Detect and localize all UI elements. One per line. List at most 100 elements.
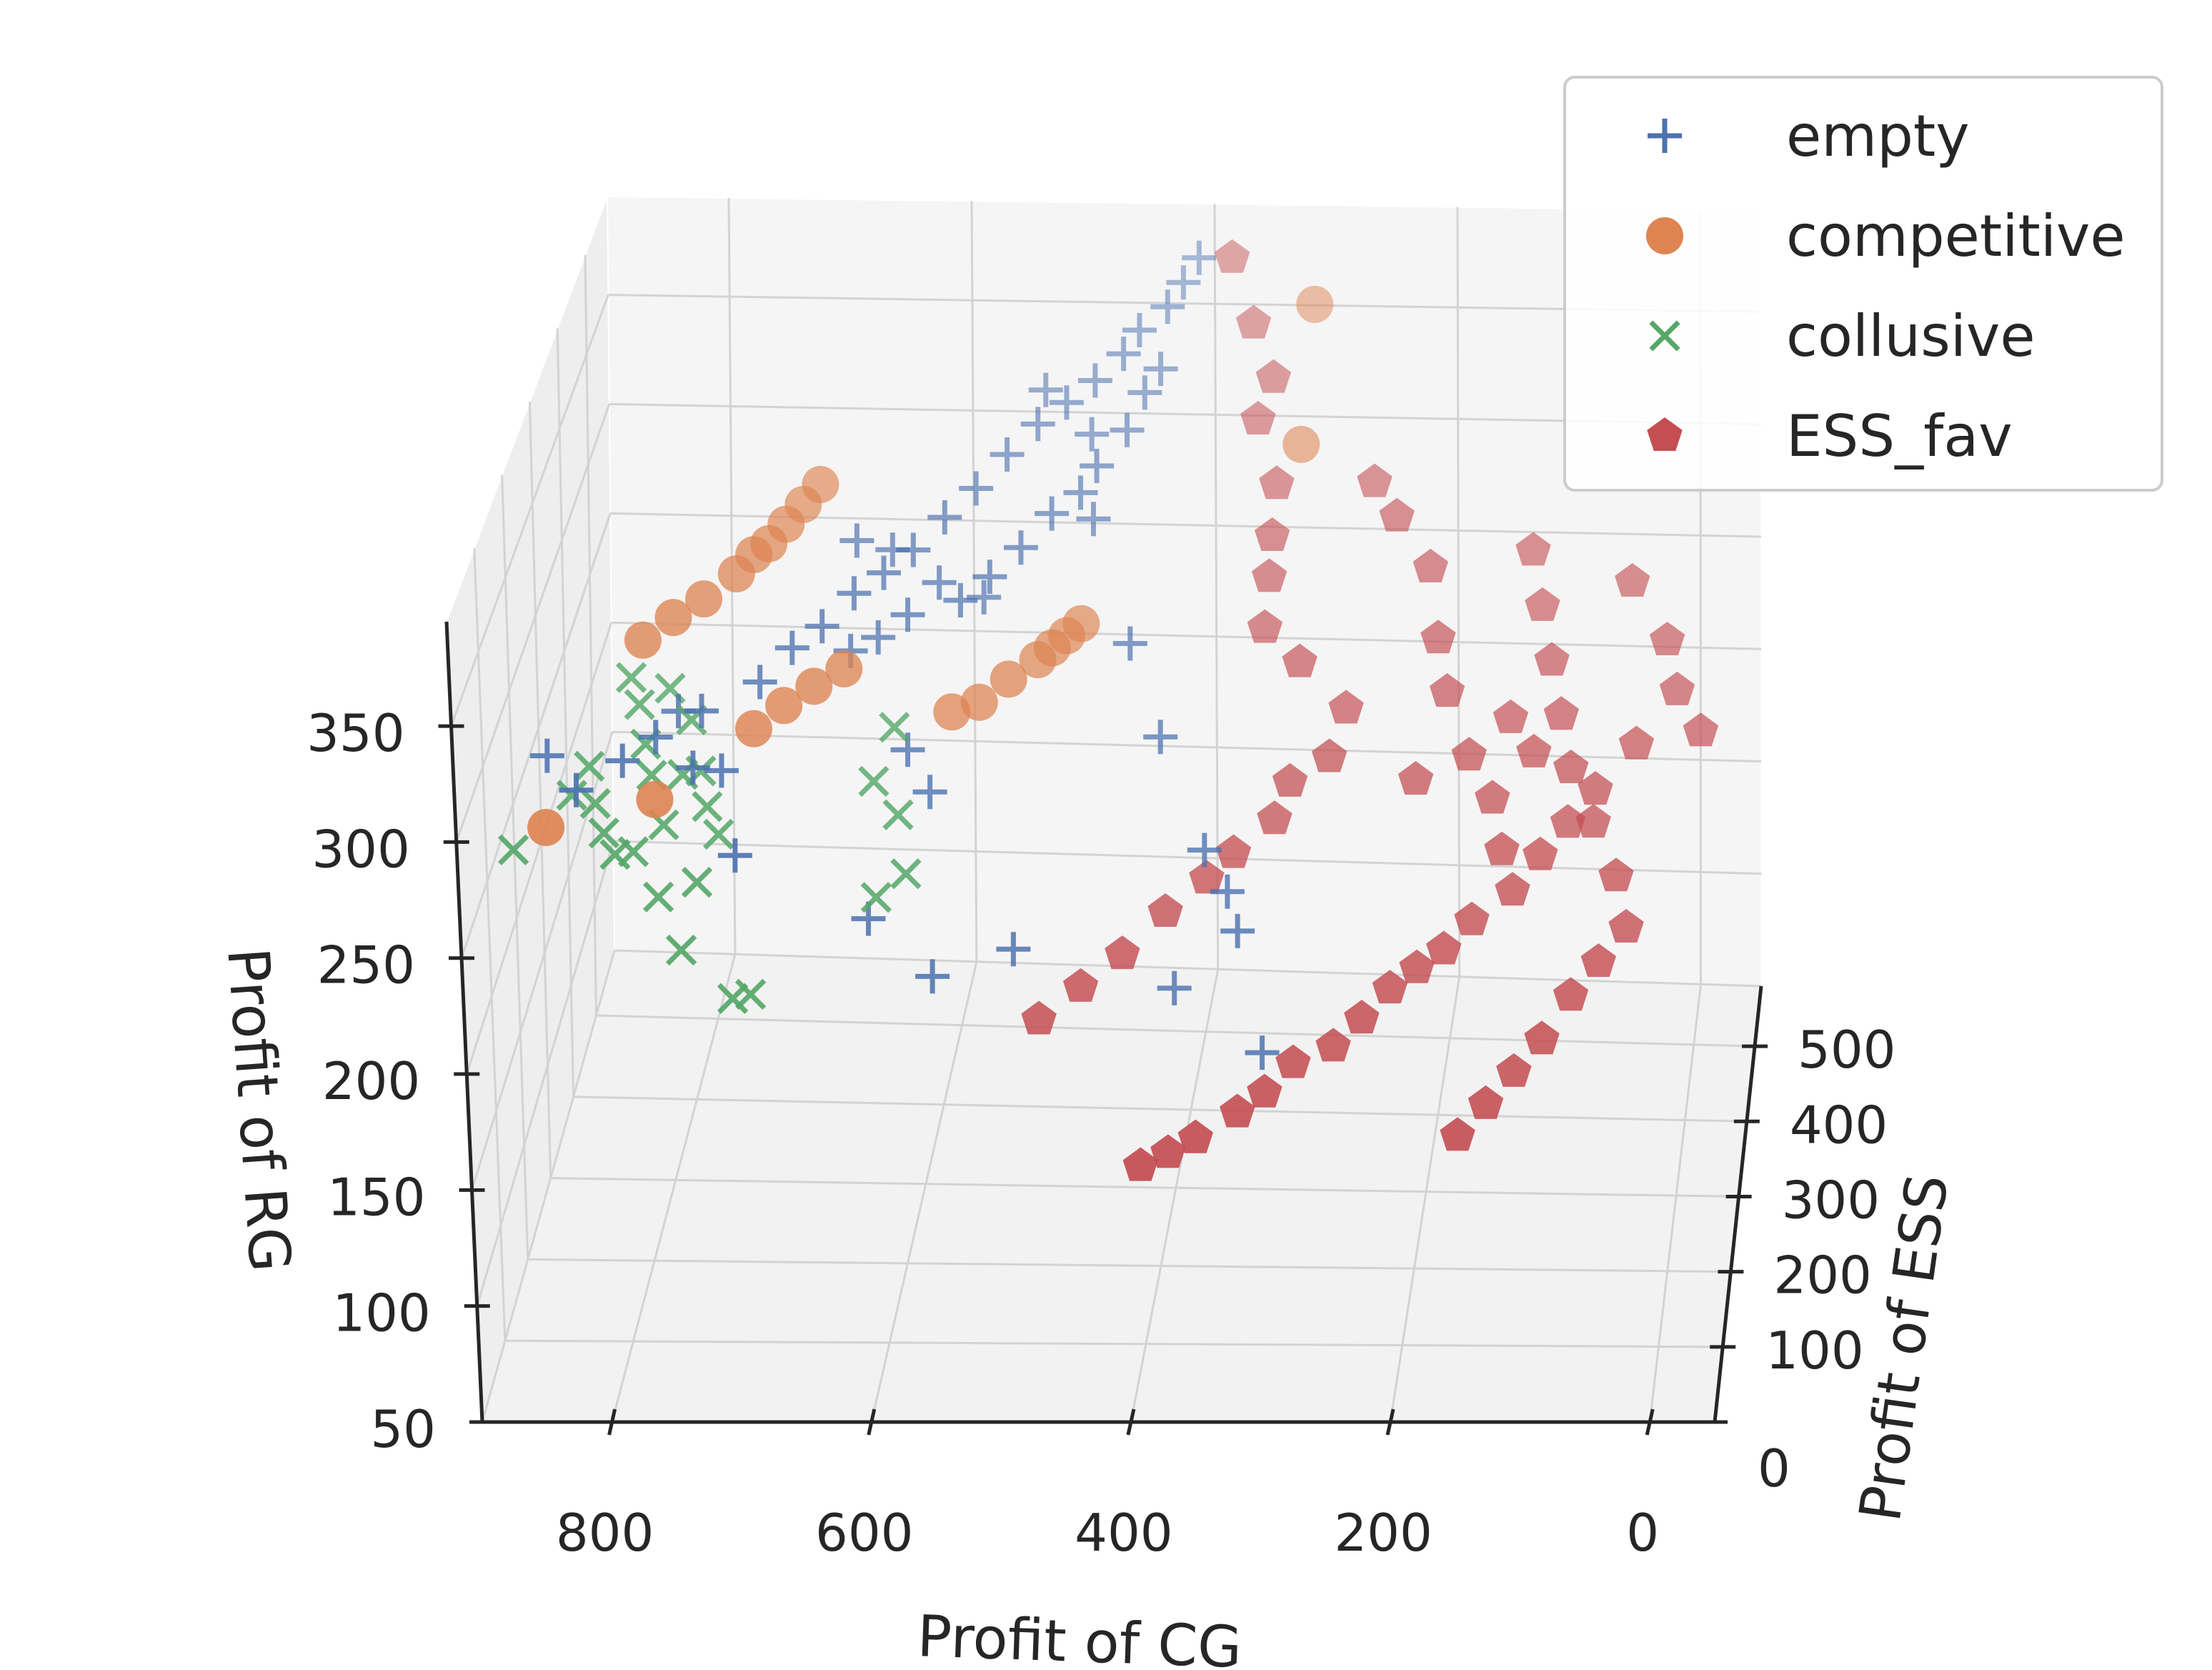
legend-item-ESS_fav: ESS_fav bbox=[1647, 403, 2013, 469]
data-point-collusive bbox=[665, 934, 697, 966]
grid-line-y bbox=[504, 1339, 1723, 1348]
data-point-empty bbox=[1150, 289, 1185, 324]
grid-line-x bbox=[611, 953, 737, 1423]
data-point-ESS_fav bbox=[1254, 517, 1290, 551]
data-point-ESS_fav bbox=[1372, 970, 1408, 1004]
data-point-ESS_fav bbox=[1649, 622, 1685, 656]
data-point-competitive bbox=[1296, 285, 1334, 323]
z-tick-label: 200 bbox=[322, 1051, 420, 1111]
grid-line-z bbox=[450, 294, 609, 727]
data-point-collusive bbox=[642, 881, 674, 913]
grid-line-x bbox=[1456, 207, 1461, 977]
y-tick-label: 0 bbox=[1758, 1438, 1790, 1498]
x-tick bbox=[607, 1408, 617, 1436]
y-tick-label: 400 bbox=[1790, 1095, 1888, 1155]
grid-line-y bbox=[556, 328, 575, 1097]
data-point-empty bbox=[1035, 496, 1070, 531]
data-point-ESS_fav bbox=[1426, 930, 1462, 965]
data-point-collusive bbox=[890, 858, 922, 890]
data-point-ESS_fav bbox=[1575, 804, 1611, 838]
data-point-ESS_fav bbox=[1553, 977, 1589, 1011]
y-axis-line bbox=[1713, 985, 1763, 1423]
data-point-ESS_fav bbox=[1251, 558, 1287, 592]
grid-line-x bbox=[870, 961, 978, 1423]
data-point-ESS_fav bbox=[1524, 1020, 1560, 1055]
data-point-ESS_fav bbox=[1150, 1134, 1186, 1168]
data-point-ESS_fav bbox=[1553, 749, 1589, 783]
z-tick-label: 150 bbox=[327, 1167, 425, 1227]
legend-marker-empty bbox=[1648, 119, 1682, 153]
grid-line-z bbox=[481, 950, 616, 1423]
data-point-empty bbox=[1080, 449, 1115, 484]
grid-line-y bbox=[596, 1014, 1755, 1048]
data-point-ESS_fav bbox=[1328, 690, 1364, 724]
data-point-empty bbox=[774, 630, 809, 665]
z-axis-title: Profit of RG bbox=[214, 945, 303, 1274]
data-point-empty bbox=[1245, 1035, 1280, 1070]
data-point-ESS_fav bbox=[1257, 800, 1292, 835]
data-point-competitive bbox=[1282, 425, 1320, 463]
axes-panes bbox=[445, 195, 1763, 1423]
data-point-empty bbox=[896, 532, 931, 567]
data-point-empty bbox=[943, 582, 978, 617]
z-axis-line bbox=[444, 621, 484, 1423]
grid-line-z bbox=[613, 840, 1762, 875]
axis-lines bbox=[438, 621, 1768, 1436]
data-point-empty bbox=[1157, 970, 1192, 1005]
data-point-competitive bbox=[933, 693, 971, 731]
data-point-empty bbox=[529, 738, 564, 773]
data-point-empty bbox=[1210, 874, 1245, 909]
data-point-competitive bbox=[636, 780, 674, 818]
tick-labels: 800 600 400 200 0 0 100 200 300 400 500 50 100 150 200… bbox=[307, 703, 1895, 1563]
data-point-collusive bbox=[615, 662, 647, 693]
data-point-empty bbox=[1127, 375, 1162, 410]
data-point-ESS_fav bbox=[1515, 532, 1551, 566]
data-point-collusive bbox=[556, 780, 587, 811]
data-point-ESS_fav bbox=[1468, 1085, 1504, 1119]
z-tick-label: 250 bbox=[317, 935, 415, 995]
data-point-ESS_fav bbox=[1255, 359, 1292, 393]
data-point-empty bbox=[837, 576, 872, 611]
y-tick-label: 300 bbox=[1782, 1170, 1880, 1230]
x-tick bbox=[1385, 1408, 1395, 1436]
data-point-competitive bbox=[734, 710, 772, 747]
data-point-ESS_fav bbox=[1399, 949, 1435, 983]
data-point-collusive bbox=[624, 689, 655, 720]
grid-line-y bbox=[473, 548, 507, 1341]
data-point-ESS_fav bbox=[1311, 738, 1347, 772]
data-point-collusive bbox=[599, 839, 631, 870]
data-point-empty bbox=[1106, 337, 1141, 372]
data-point-ESS_fav bbox=[1580, 943, 1617, 978]
data-point-ESS_fav bbox=[1618, 725, 1655, 760]
data-point-ESS_fav bbox=[1315, 1028, 1351, 1062]
data-point-empty bbox=[890, 597, 925, 632]
data-point-empty bbox=[638, 720, 673, 755]
data-point-empty bbox=[605, 743, 640, 778]
data-point-empty bbox=[1143, 352, 1178, 387]
data-point-collusive bbox=[879, 712, 910, 743]
legend-marker-competitive bbox=[1646, 217, 1683, 254]
data-point-ESS_fav bbox=[1344, 1000, 1380, 1034]
data-point-empty bbox=[675, 750, 710, 785]
data-point-ESS_fav bbox=[1247, 609, 1283, 643]
x-tick-label: 200 bbox=[1334, 1503, 1432, 1563]
data-point-ESS_fav bbox=[1147, 893, 1183, 928]
data-point-collusive bbox=[681, 866, 713, 898]
grid-line-x bbox=[1213, 204, 1220, 970]
data-point-ESS_fav bbox=[1357, 463, 1393, 497]
data-point-ESS_fav bbox=[1578, 771, 1613, 805]
legend-marker-ESS_fav bbox=[1647, 417, 1683, 452]
data-point-empty bbox=[1075, 417, 1110, 452]
data-point-empty bbox=[861, 620, 896, 655]
data-point-ESS_fav bbox=[1272, 762, 1308, 797]
data-point-collusive bbox=[858, 765, 890, 797]
grid-line-y bbox=[527, 1258, 1731, 1273]
data-point-ESS_fav bbox=[1259, 465, 1295, 499]
legend-marker-collusive bbox=[1649, 320, 1680, 352]
data-point-empty bbox=[804, 609, 840, 644]
x-tick bbox=[1645, 1408, 1655, 1436]
data-point-competitive bbox=[1019, 641, 1057, 679]
legend-item-empty: empty bbox=[1648, 103, 1970, 169]
data-point-ESS_fav bbox=[1220, 1093, 1255, 1128]
